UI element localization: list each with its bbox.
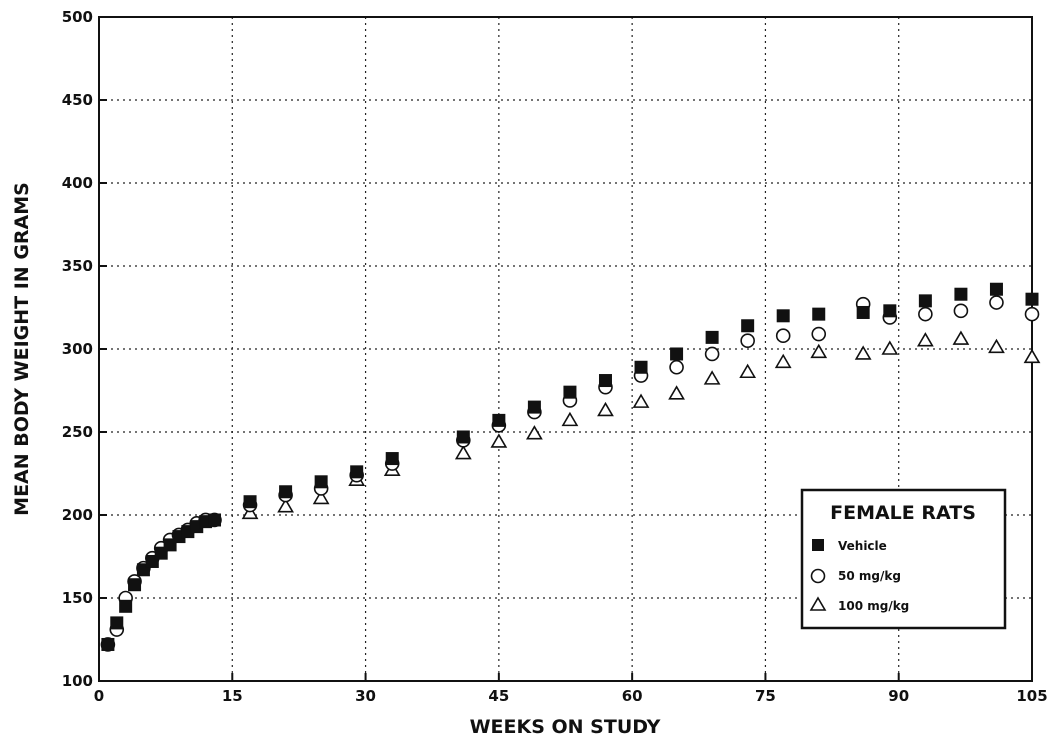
y-axis-ticks: 100 150 200 250 300 350 400 450 500 [62,8,107,690]
vehicle-point [812,307,826,321]
vehicle-point [101,637,115,651]
vehicle-point [634,360,648,374]
vehicle-point [856,305,870,319]
dose-100-point [703,370,721,385]
x-tick-label: 90 [888,687,909,705]
vehicle-point [563,385,577,399]
x-tick-label: 0 [94,687,104,705]
series-2 [241,330,1041,520]
dose-100-point [854,345,872,360]
vehicle-point [883,304,897,318]
series-0 [101,282,1039,651]
legend-marker-100mg [809,596,827,611]
vehicle-point [989,282,1003,296]
dose-100-point [526,425,543,440]
dose-100-point [739,363,757,379]
vehicle-point [598,374,612,388]
vehicle-point [314,475,328,489]
dose-100-point [277,498,294,513]
dose-100-point [1023,348,1041,364]
dose-50-point [669,359,684,375]
legend-label-100mg: 100 mg/kg [838,599,909,613]
vehicle-point [350,465,364,479]
y-axis-title: MEAN BODY WEIGHT IN GRAMS [11,182,33,516]
dose-100-point [916,332,934,347]
dose-100-point [952,330,970,345]
x-axis-title: WEEKS ON STUDY [470,716,661,738]
x-tick-label: 45 [488,687,509,705]
vehicle-point [527,400,541,414]
y-tick-label: 300 [62,340,93,358]
y-tick-label: 250 [62,423,93,441]
vehicle-point [705,330,719,344]
vehicle-point [954,287,968,301]
dose-100-point [597,401,614,417]
vehicle-point [1025,292,1039,306]
legend-marker-50mg [810,568,826,584]
dose-100-point [312,489,330,505]
vehicle-point [918,294,932,308]
dose-100-point [454,444,472,460]
dose-100-point [988,338,1005,354]
y-tick-label: 350 [62,257,93,275]
x-tick-label: 30 [355,687,376,705]
x-tick-label: 15 [222,687,243,705]
y-tick-label: 500 [62,8,93,26]
dose-100-point [241,504,259,520]
dose-50-point [811,326,827,342]
data-points [100,282,1041,652]
dose-50-point [1024,306,1040,322]
dose-100-point [561,411,579,427]
dose-50-point [953,303,969,319]
x-tick-label: 60 [622,687,643,705]
legend-marker-vehicle [812,539,824,551]
dose-50-point [775,328,791,344]
y-tick-label: 450 [62,91,93,109]
y-tick-label: 100 [62,672,93,690]
y-tick-label: 200 [62,506,93,524]
x-tick-label: 75 [755,687,776,705]
legend-title: FEMALE RATS [830,502,976,524]
legend-label-vehicle: Vehicle [838,539,887,553]
vehicle-point [670,347,684,361]
dose-100-point [490,433,508,448]
legend: FEMALE RATS Vehicle 50 mg/kg 100 mg/kg [800,488,1007,630]
dose-50-point [740,333,755,349]
vehicle-point [279,485,293,499]
vehicle-point [128,578,142,592]
dose-100-point [632,393,650,408]
x-tick-label: 105 [1016,687,1047,705]
dose-100-point [881,340,899,355]
legend-label-50mg: 50 mg/kg [838,569,901,583]
dose-100-point [810,343,828,359]
vehicle-point [119,599,133,613]
dose-50-point [704,346,720,362]
vehicle-point [776,309,790,323]
x-axis-ticks: 0 15 30 45 60 75 90 105 [94,673,1048,705]
y-tick-label: 400 [62,174,93,192]
vehicle-point [385,452,399,466]
dose-50-point [918,306,933,322]
y-tick-label: 150 [62,589,93,607]
vehicle-point [208,513,222,527]
vehicle-point [456,430,470,444]
dose-50-point [989,295,1004,310]
vehicle-point [741,319,755,333]
legend-box [800,488,1007,630]
vehicle-point [243,495,257,509]
dose-100-point [668,385,685,400]
vehicle-point [492,413,506,427]
dose-100-point [774,353,792,369]
vehicle-point [110,616,124,630]
